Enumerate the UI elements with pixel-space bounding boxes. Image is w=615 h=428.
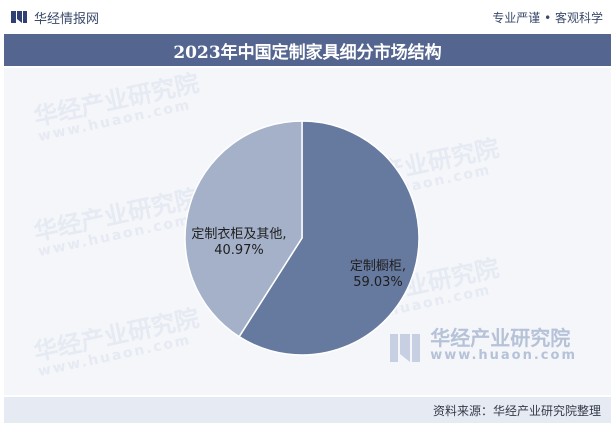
pie-slice [184, 120, 303, 338]
brand-name: 华经情报网 [34, 11, 100, 27]
chart-title: 2023年中国定制家具细分市场结构 [173, 42, 442, 63]
slice-value-label: 59.03% [353, 275, 403, 290]
source-note: 资料来源：华经产业研究院整理 [432, 404, 601, 418]
top-bar: 华经情报网 专业严谨 • 客观科学 [0, 0, 615, 32]
footer: 资料来源：华经产业研究院整理 [4, 397, 611, 423]
slice-label: 定制橱柜, [350, 259, 406, 274]
pie-slice [238, 120, 420, 356]
slogan: 专业严谨 • 客观科学 [492, 11, 603, 25]
plot-area: 华经产业研究院 www.huaon.com 华经产业研究院 www.huaon.co… [4, 68, 611, 395]
brand: 华经情报网 [10, 8, 100, 27]
slice-value-label: 40.97% [214, 243, 264, 258]
slice-label: 定制衣柜及其他, [191, 226, 286, 242]
pie-chart: 定制橱柜,59.03% 定制衣柜及其他,40.97% [184, 120, 420, 356]
title-bar: 2023年中国定制家具细分市场结构 [4, 34, 611, 66]
logo-icon [11, 11, 27, 23]
